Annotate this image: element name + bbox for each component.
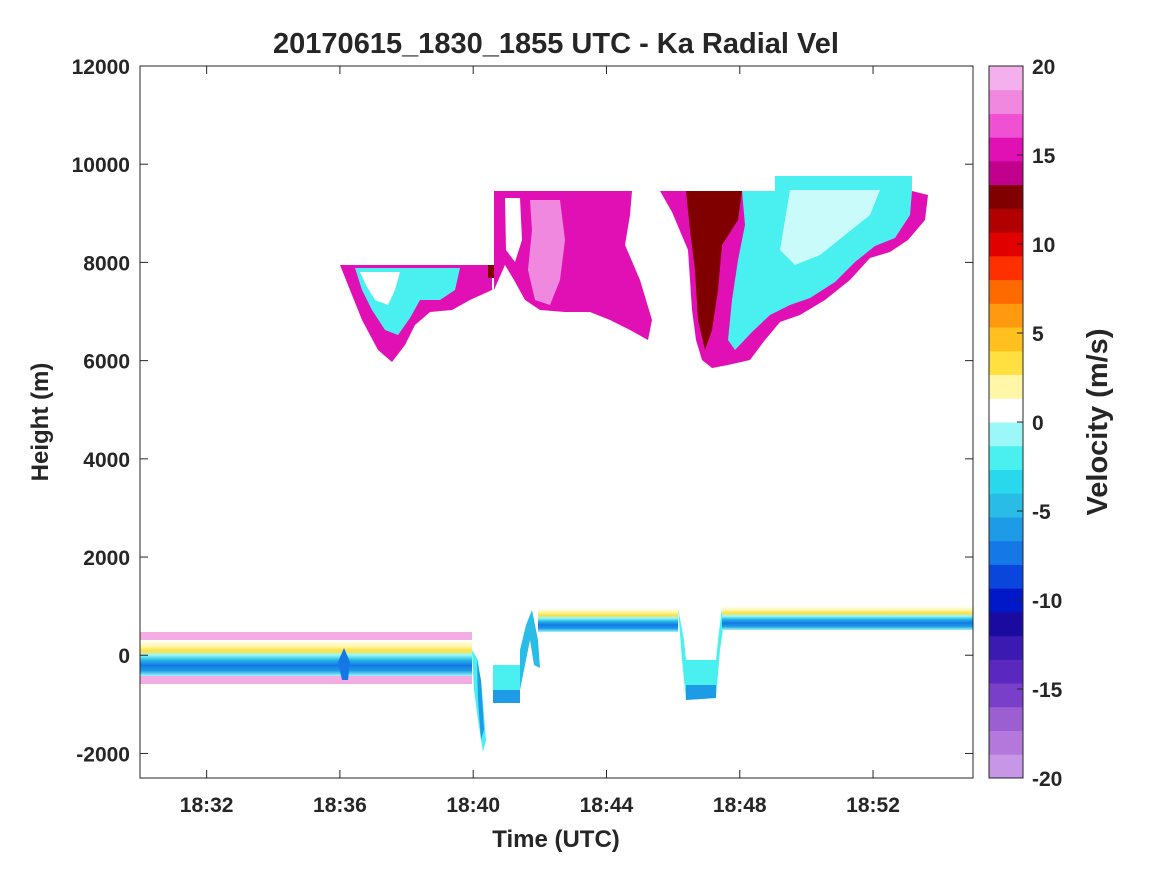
y-tick-label: 12000 — [72, 56, 130, 79]
boundary-layer-left — [140, 640, 472, 676]
colorbar-swatch — [989, 635, 1023, 660]
colorbar-swatch — [989, 255, 1023, 281]
rise-segment — [520, 610, 540, 690]
y-axis-label: Height (m) — [27, 363, 54, 482]
cloud-cell-right-cyan — [728, 176, 912, 350]
colorbar-swatch — [989, 89, 1023, 114]
x-tick-label: 18:40 — [446, 794, 500, 817]
colorbar-swatch — [989, 303, 1023, 328]
colorbar-swatch — [989, 659, 1023, 684]
boundary-layer-right — [722, 606, 973, 630]
colorbar-swatch — [989, 540, 1023, 565]
colorbar-swatch — [989, 66, 1023, 91]
colorbar-swatch — [989, 493, 1023, 518]
colorbar-tick-label: 15 — [1032, 145, 1056, 168]
colorbar-ticks: -20 -15 -10 -5 0 5 10 15 20 — [1017, 56, 1063, 791]
x-tick-label: 18:44 — [580, 794, 634, 817]
colorbar-tick-label: 10 — [1032, 234, 1055, 257]
colorbar-tick-label: 5 — [1032, 323, 1044, 346]
colorbar-label: Velocity (m/s) — [1082, 329, 1114, 516]
colorbar — [989, 66, 1023, 779]
colorbar-swatch — [989, 422, 1023, 447]
x-tick-label: 18:36 — [313, 794, 367, 817]
colorbar-swatch — [989, 208, 1023, 233]
colorbar-swatch — [989, 730, 1023, 755]
y-tick-label: -2000 — [76, 743, 130, 766]
colorbar-swatch — [989, 184, 1023, 209]
cloud-speckle-edge — [488, 265, 494, 278]
y-axis: -2000 0 2000 4000 6000 8000 10000 12000 — [72, 56, 973, 766]
colorbar-swatch — [989, 398, 1023, 423]
y-tick-label: 10000 — [72, 154, 130, 177]
colorbar-swatch — [989, 350, 1023, 376]
colorbar-swatch — [989, 279, 1023, 304]
y-tick-label: 0 — [118, 645, 130, 668]
low-segment-2 — [678, 608, 726, 700]
colorbar-tick-label: -15 — [1032, 679, 1063, 702]
colorbar-swatch — [989, 754, 1023, 779]
colorbar-swatch — [989, 113, 1023, 138]
boundary-layer-mid — [538, 608, 678, 632]
colorbar-tick-label: -10 — [1032, 590, 1062, 613]
x-axis-label: Time (UTC) — [492, 826, 620, 853]
y-tick-label: 4000 — [83, 449, 130, 472]
colorbar-swatch — [989, 445, 1023, 470]
transition-plume-deep — [477, 660, 484, 740]
low-segment-2-deep — [686, 685, 716, 700]
y-tick-label: 2000 — [83, 547, 130, 570]
colorbar-swatch — [989, 683, 1023, 708]
y-tick-label: 8000 — [83, 252, 130, 275]
y-tick-label: 6000 — [83, 351, 130, 374]
colorbar-swatch — [989, 160, 1023, 186]
colorbar-swatch — [989, 564, 1023, 589]
low-segment-1-deep — [493, 690, 520, 703]
colorbar-tick-label: -20 — [1032, 768, 1062, 791]
cloud-cell-left-white — [360, 272, 400, 305]
colorbar-tick-label: 20 — [1032, 56, 1055, 79]
x-axis: 18:32 18:36 18:40 18:44 18:48 18:52 — [180, 66, 900, 817]
chart-title: 20170615_1830_1855 UTC - Ka Radial Vel — [273, 28, 839, 60]
colorbar-swatch — [989, 469, 1023, 494]
colorbar-tick-label: 0 — [1032, 412, 1044, 435]
x-tick-label: 18:32 — [180, 794, 234, 817]
colorbar-swatch — [989, 611, 1023, 637]
cloud-cell-right-white — [780, 190, 880, 265]
x-tick-label: 18:52 — [846, 794, 900, 817]
colorbar-swatch — [989, 374, 1023, 399]
x-tick-label: 18:48 — [713, 794, 767, 817]
plot-frame — [139, 65, 974, 779]
cloud-cell-right-red — [686, 191, 742, 350]
colorbar-swatch — [989, 516, 1023, 542]
velocity-field — [140, 176, 973, 752]
cloud-cell-middle-white — [505, 198, 522, 262]
colorbar-tick-label: -5 — [1032, 501, 1051, 524]
cloud-cell-middle-light — [528, 200, 565, 305]
colorbar-swatch — [989, 137, 1023, 162]
colorbar-swatch — [989, 706, 1023, 732]
boundary-layer-dip — [338, 648, 350, 680]
colorbar-swatch — [989, 327, 1023, 352]
